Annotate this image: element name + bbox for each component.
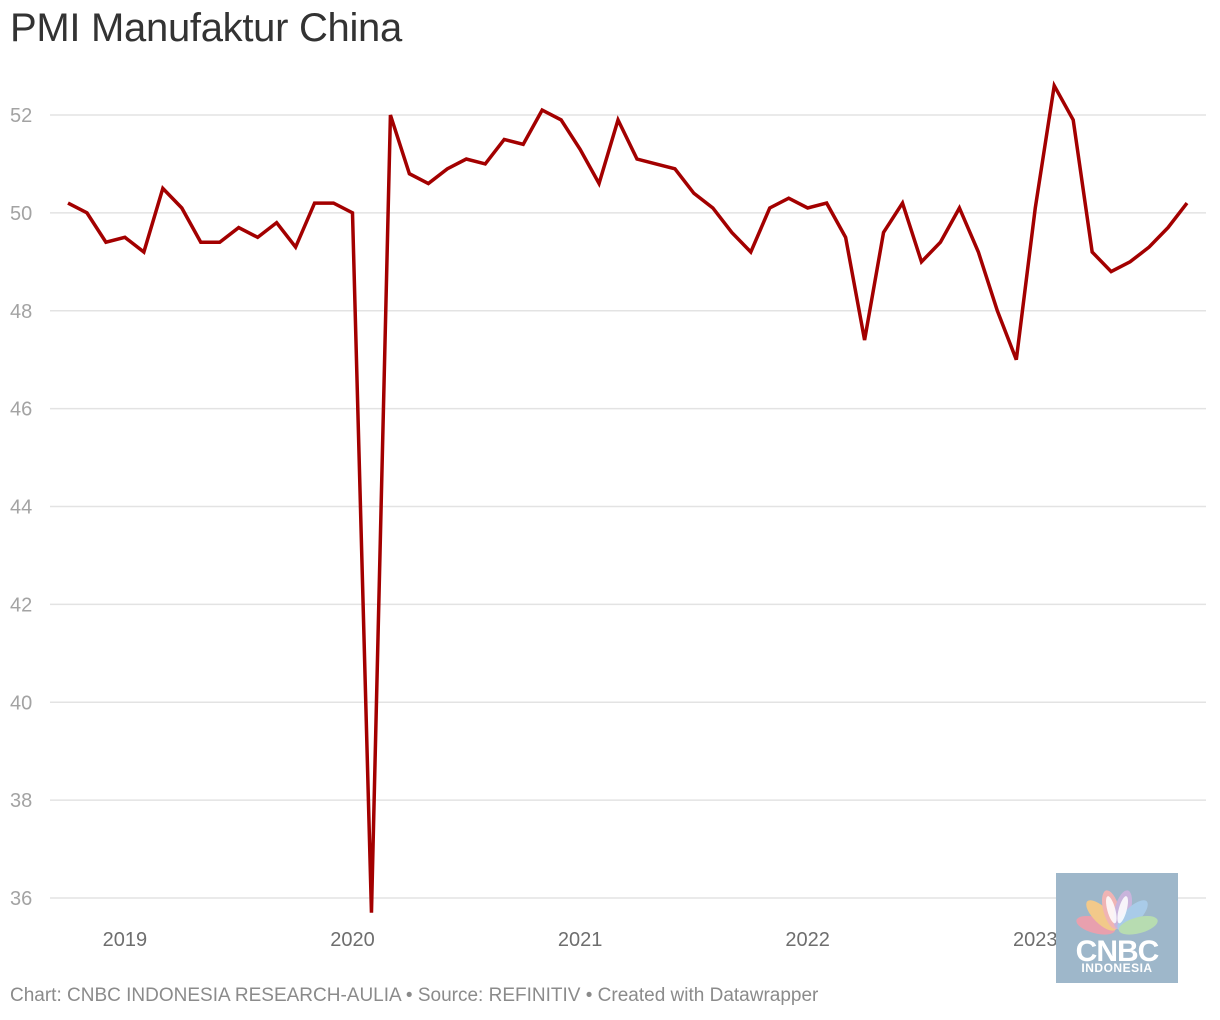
logo-subtext: INDONESIA xyxy=(1081,961,1153,975)
chart-title: PMI Manufaktur China xyxy=(10,6,402,50)
y-tick-label: 38 xyxy=(10,790,32,812)
x-axis-labels: 2019 2020 2021 2022 2023 xyxy=(103,929,1058,951)
y-tick-label: 50 xyxy=(10,203,32,225)
x-tick-label: 2019 xyxy=(103,929,148,951)
y-axis-labels: 36 38 40 42 44 46 48 50 52 xyxy=(10,105,32,910)
x-tick-label: 2023 xyxy=(1013,929,1058,951)
cnbc-indonesia-logo: CNBC INDONESIA xyxy=(1056,873,1178,983)
y-tick-label: 44 xyxy=(10,497,32,519)
logo-text: CNBC xyxy=(1075,935,1160,968)
chart-footer: Chart: CNBC INDONESIA RESEARCH-AULIA • S… xyxy=(10,985,819,1006)
x-tick-label: 2020 xyxy=(330,929,375,951)
x-tick-label: 2021 xyxy=(558,929,603,951)
y-tick-label: 52 xyxy=(10,105,32,127)
gridlines xyxy=(50,114,1206,899)
y-tick-label: 42 xyxy=(10,594,32,616)
x-tick-label: 2022 xyxy=(785,929,830,951)
y-tick-label: 48 xyxy=(10,301,32,323)
peacock-icon xyxy=(1076,890,1158,935)
y-tick-label: 46 xyxy=(10,399,32,421)
series-line xyxy=(67,80,1189,913)
y-tick-label: 36 xyxy=(10,888,32,910)
line-chart: 36 38 40 42 44 46 48 50 52 2019 2020 2021 2022 2023 xyxy=(10,80,1206,951)
series-lines xyxy=(67,80,1189,913)
y-tick-label: 40 xyxy=(10,692,32,714)
